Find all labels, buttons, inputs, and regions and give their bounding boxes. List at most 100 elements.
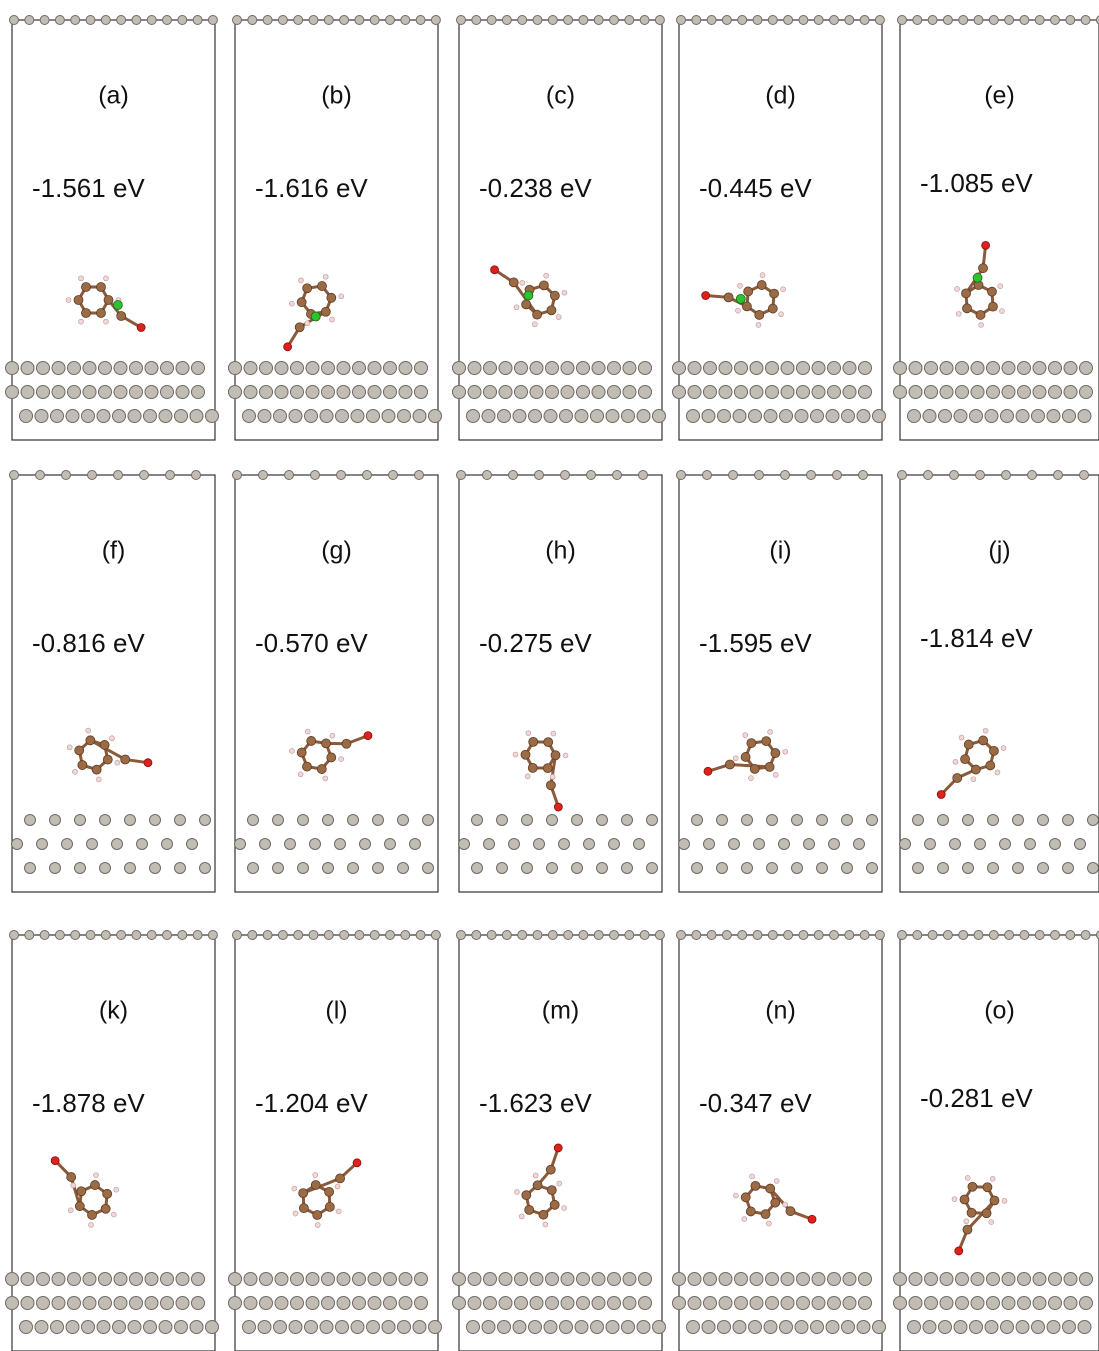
slab-atom [125,815,136,826]
binding-energy: -1.085 eV [920,168,1033,198]
slab-atom [592,386,605,399]
oxygen-atom [137,324,145,332]
carbon-atom [770,289,779,298]
carbon-atom [988,302,997,311]
carbon-atom [509,278,518,287]
carbon-atom [92,765,101,774]
slab-atom [843,1297,856,1310]
slab-atom [200,815,211,826]
slab-atom [162,839,173,850]
slab-atom [1032,1321,1045,1334]
slab-atom [940,1273,953,1286]
surface-atom [535,471,544,480]
slab-atom [368,1297,381,1310]
slab-atom [1064,386,1077,399]
slab-atom [956,386,969,399]
slab-atom [114,1297,127,1310]
surface-atom [924,471,933,480]
slab-atom [909,386,922,399]
oxygen-atom [702,291,710,299]
slab-atom [923,410,936,423]
surface-atom [989,931,998,940]
slab-atom [938,863,949,874]
carbon-atom [547,1186,556,1195]
surface-atom [192,471,201,480]
surface-atom [518,16,527,25]
slab-atom [275,386,288,399]
slab-atom [577,362,590,375]
slab-atom [337,386,350,399]
surface-atom [370,16,379,25]
slab-atom [894,362,907,375]
hydrogen-atom [335,1184,340,1189]
surface-atom [55,16,64,25]
surface-atom [363,471,372,480]
slab-atom [161,1297,174,1310]
slab-atom [702,410,715,423]
slab-atom [37,1297,50,1310]
slab-atom [373,815,384,826]
slab-atom [467,1321,480,1334]
hydrogen-atom [514,1189,519,1194]
slab-atom [859,1297,872,1310]
slab-atom [35,410,48,423]
slab-atom [125,863,136,874]
carbon-atom [963,304,972,313]
slab-atom [729,839,740,850]
slab-atom [52,386,65,399]
slab-atom [939,410,952,423]
hydrogen-atom [532,322,537,327]
slab-atom [909,1273,922,1286]
carbon-atom [75,1202,84,1211]
slab-atom [913,815,924,826]
slab-atom [577,1273,590,1286]
slab-atom [453,1273,466,1286]
slab-atom [1032,410,1045,423]
surface-atom [959,931,968,940]
surface-atom [263,16,272,25]
carbon-atom [77,1187,86,1196]
surface-atom [502,931,511,940]
slab-atom [561,1297,574,1310]
oxygen-atom [554,803,562,811]
slab-atom [353,1273,366,1286]
surface-atom [294,16,303,25]
slab-atom [766,386,779,399]
slab-atom [606,410,619,423]
slab-atom [592,1297,605,1310]
slab-atom [867,863,878,874]
carbon-atom [100,740,109,749]
hydrogen-atom [336,1209,341,1214]
slab-atom [1033,386,1046,399]
carbon-atom [982,1209,991,1218]
slab-atom [20,410,33,423]
carbon-atom [522,300,531,309]
slab-atom [384,386,397,399]
slab-atom [52,1273,65,1286]
hydrogen-atom [298,772,303,777]
carbon-atom [741,752,750,761]
carbon-atom [761,1210,770,1219]
surface-atom [928,16,937,25]
slab-atom [68,1297,81,1310]
slab-atom [6,1273,19,1286]
slab-atom [175,410,188,423]
surface-atom [248,931,257,940]
slab-atom [859,386,872,399]
panel: (k)-1.878 eV [6,931,219,1351]
surface-atom [753,931,762,940]
slab-atom [749,410,762,423]
carbon-atom [986,761,995,770]
slab-atom [735,1297,748,1310]
surface-atom [309,931,318,940]
surface-atom [1005,16,1014,25]
carbon-atom [960,1195,969,1204]
slab-atom [1075,839,1086,850]
slab-atom [429,1321,442,1334]
slab-atom [608,1273,621,1286]
slab-atom [950,839,961,850]
slab-atom [1038,815,1049,826]
hydrogen-atom [305,729,310,734]
hydrogen-atom [563,753,568,758]
slab-atom [229,1273,242,1286]
